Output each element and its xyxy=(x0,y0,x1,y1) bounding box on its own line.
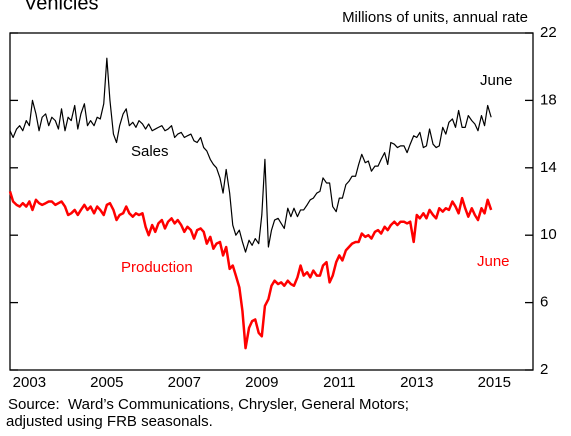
x-tick-label: 2005 xyxy=(90,374,123,391)
production-annotation: June xyxy=(477,253,510,270)
x-tick-label: 2009 xyxy=(245,374,278,391)
x-tick-label: 2011 xyxy=(323,374,355,391)
x-tick-label: 2003 xyxy=(13,374,46,391)
y-tick-label: 22 xyxy=(540,24,557,41)
y-tick-label: 14 xyxy=(540,159,557,176)
y-tick-label: 6 xyxy=(540,294,548,311)
y-tick-label: 18 xyxy=(540,91,557,108)
source-line: Source: Ward’s Communications, Chrysler,… xyxy=(8,396,409,413)
data-line xyxy=(8,191,493,350)
production-label: Production xyxy=(121,259,193,276)
sales-annotation: June xyxy=(480,72,513,89)
y-tick-label: 10 xyxy=(540,226,557,243)
y-tick-label: 2 xyxy=(540,361,548,378)
x-tick-label: 2015 xyxy=(478,374,511,391)
x-tick-label: 2013 xyxy=(400,374,433,391)
chart-title: Vehicles xyxy=(24,0,99,14)
source-line: adjusted using FRB seasonals. xyxy=(6,413,213,430)
sales-label: Sales xyxy=(131,143,169,160)
x-tick-label: 2007 xyxy=(168,374,201,391)
plot-frame xyxy=(9,32,534,371)
data-line xyxy=(9,57,492,253)
y-axis-label: Millions of units, annual rate xyxy=(342,9,528,26)
